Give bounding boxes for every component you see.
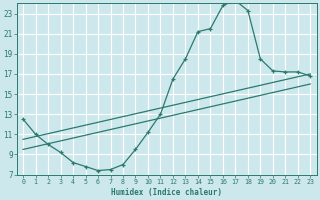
X-axis label: Humidex (Indice chaleur): Humidex (Indice chaleur)	[111, 188, 222, 197]
